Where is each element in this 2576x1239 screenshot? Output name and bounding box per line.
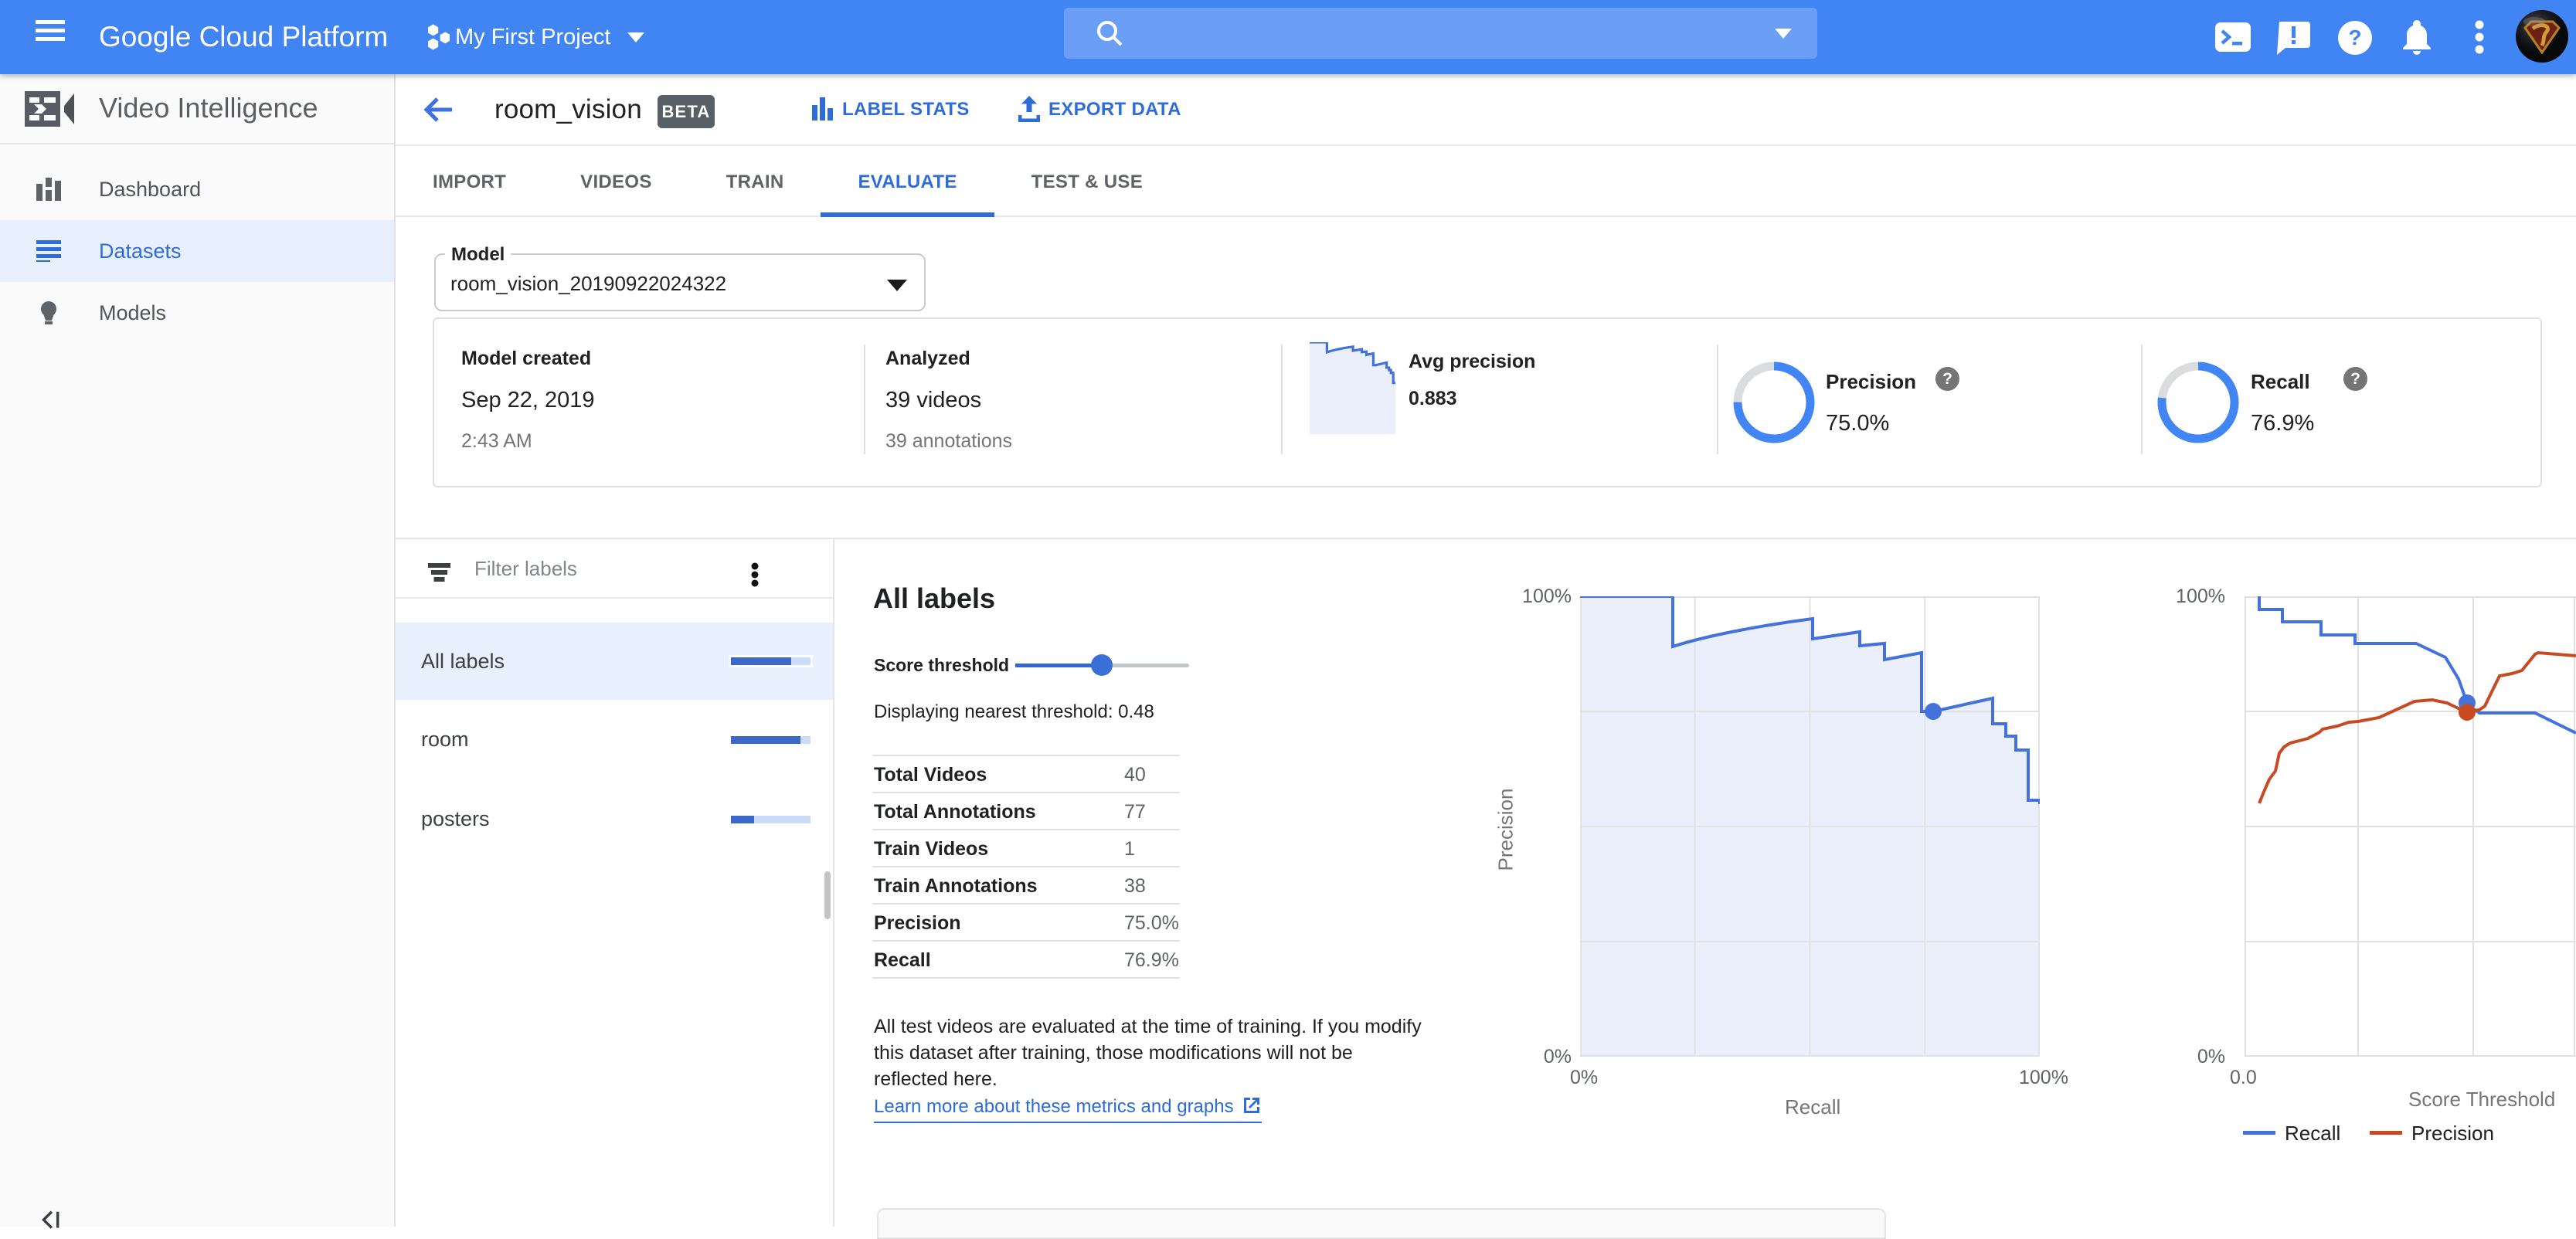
svg-text:?: ? [2348, 25, 2361, 49]
